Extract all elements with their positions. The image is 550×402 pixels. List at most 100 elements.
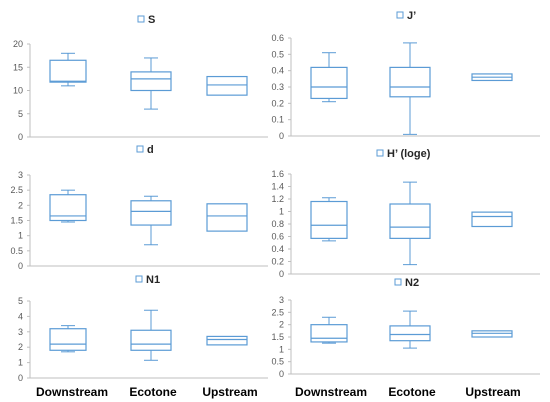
chart-panel-3: d 0 0.5 1 1.5 2 2.5 3 <box>10 144 268 271</box>
y-tick-label: 2.5 <box>271 307 284 317</box>
y-tick-label: 5 <box>18 109 23 119</box>
y-tick-label: 1 <box>279 344 284 354</box>
box-upstream <box>471 73 513 82</box>
legend-label: N1 <box>146 274 160 286</box>
legend-label: S <box>148 14 155 26</box>
iqr-box <box>130 329 172 351</box>
y-tick-label: 0.4 <box>271 66 284 76</box>
y-tick-label: 1.5 <box>10 216 23 226</box>
category-label-upstream: Upstream <box>465 385 520 399</box>
y-tick-label: 0 <box>279 269 284 279</box>
y-tick-label: 2 <box>18 200 23 210</box>
chart-panel-6: N2 0 0.5 1 1.5 2 2.5 3 <box>271 277 540 379</box>
category-label-ecotone: Ecotone <box>388 385 436 399</box>
box-ecotone <box>389 310 431 349</box>
y-tick-label: 1.6 <box>271 169 284 179</box>
iqr-box <box>130 200 172 226</box>
box-downstream <box>49 189 87 223</box>
y-tick-label: 1.4 <box>271 182 284 192</box>
y-tick-label: 0.2 <box>271 257 284 267</box>
x-category-labels: Downstream Ecotone Upstream Downstream Ecoto… <box>36 385 521 399</box>
y-tick-label: 0 <box>279 369 284 379</box>
box-downstream <box>49 325 87 353</box>
legend-marker <box>135 275 143 283</box>
y-tick-label: 0.5 <box>271 357 284 367</box>
legend-marker <box>376 149 384 157</box>
y-tick-label: 0.5 <box>10 246 23 256</box>
y-tick-label: 0.3 <box>271 82 284 92</box>
legend-marker <box>136 145 144 153</box>
iqr-box <box>49 194 87 222</box>
legend-marker <box>137 15 145 23</box>
y-tick-label: 0.2 <box>271 98 284 108</box>
iqr-box <box>130 71 172 92</box>
legend-marker <box>396 11 404 19</box>
iqr-box <box>389 325 431 342</box>
legend-marker <box>394 278 402 286</box>
box-ecotone <box>389 42 431 135</box>
iqr-box <box>310 324 348 343</box>
box-ecotone <box>389 181 431 266</box>
y-tick-label: 10 <box>13 86 23 96</box>
iqr-box <box>49 328 87 351</box>
category-label-downstream: Downstream <box>36 385 108 399</box>
y-tick-label: 0.8 <box>271 219 284 229</box>
y-tick-label: 0 <box>279 131 284 141</box>
legend-label: d <box>147 144 154 156</box>
y-tick-label: 0.5 <box>271 49 284 59</box>
y-tick-label: 1 <box>18 358 23 368</box>
y-tick-label: 3 <box>18 170 23 180</box>
category-label-ecotone: Ecotone <box>129 385 177 399</box>
y-tick-label: 3 <box>279 295 284 305</box>
iqr-box <box>206 203 248 232</box>
iqr-box <box>206 335 248 346</box>
legend-label: H’ (loge) <box>387 148 431 160</box>
y-tick-label: 1.2 <box>271 194 284 204</box>
chart-panel-2: J’ 0 0.1 0.2 0.3 0.4 0.5 0.6 <box>271 10 540 141</box>
box-ecotone <box>130 309 172 361</box>
y-tick-label: 15 <box>13 62 23 72</box>
box-ecotone <box>130 57 172 110</box>
y-tick-label: 1 <box>279 207 284 217</box>
y-tick-label: 2.5 <box>10 185 23 195</box>
y-tick-label: 2 <box>279 320 284 330</box>
iqr-box <box>471 211 513 228</box>
panels: S05101520J’00.10.20.30.40.50.6d00.511.52… <box>10 10 540 383</box>
box-upstream <box>206 335 248 346</box>
iqr-box <box>389 203 431 239</box>
y-tick-label: 0.4 <box>271 244 284 254</box>
iqr-box <box>206 75 248 96</box>
iqr-box <box>310 200 348 239</box>
chart-panel-4: H’ (loge) 0 0.2 0.4 0.6 0.8 1 1.2 1.4 1.6 <box>271 148 540 279</box>
box-downstream <box>310 316 348 344</box>
chart-panel-1: S 0 5 10 15 20 <box>13 14 268 142</box>
box-downstream <box>310 197 348 242</box>
y-tick-label: 0.1 <box>271 115 284 125</box>
box-downstream <box>49 52 87 87</box>
iqr-box <box>471 330 513 338</box>
iqr-box <box>389 66 431 98</box>
category-label-downstream: Downstream <box>295 385 367 399</box>
category-label-upstream: Upstream <box>202 385 257 399</box>
y-tick-label: 2 <box>18 342 23 352</box>
legend-label: J’ <box>407 10 416 22</box>
box-upstream <box>471 211 513 228</box>
box-downstream <box>310 52 348 103</box>
legend-label: N2 <box>405 277 419 289</box>
y-tick-label: 20 <box>13 39 23 49</box>
y-tick-label: 0.6 <box>271 33 284 43</box>
box-upstream <box>206 75 248 96</box>
iqr-box <box>310 66 348 100</box>
y-tick-label: 1.5 <box>271 332 284 342</box>
box-upstream <box>206 203 248 232</box>
box-upstream <box>471 330 513 338</box>
y-tick-label: 1 <box>18 231 23 241</box>
y-tick-label: 0 <box>18 132 23 142</box>
chart-panel-5: N1 0 1 2 3 4 5 <box>18 274 268 383</box>
y-tick-label: 4 <box>18 311 23 321</box>
y-tick-label: 3 <box>18 327 23 337</box>
box-ecotone <box>130 195 172 246</box>
y-tick-label: 0 <box>18 261 23 271</box>
y-tick-label: 0.6 <box>271 232 284 242</box>
